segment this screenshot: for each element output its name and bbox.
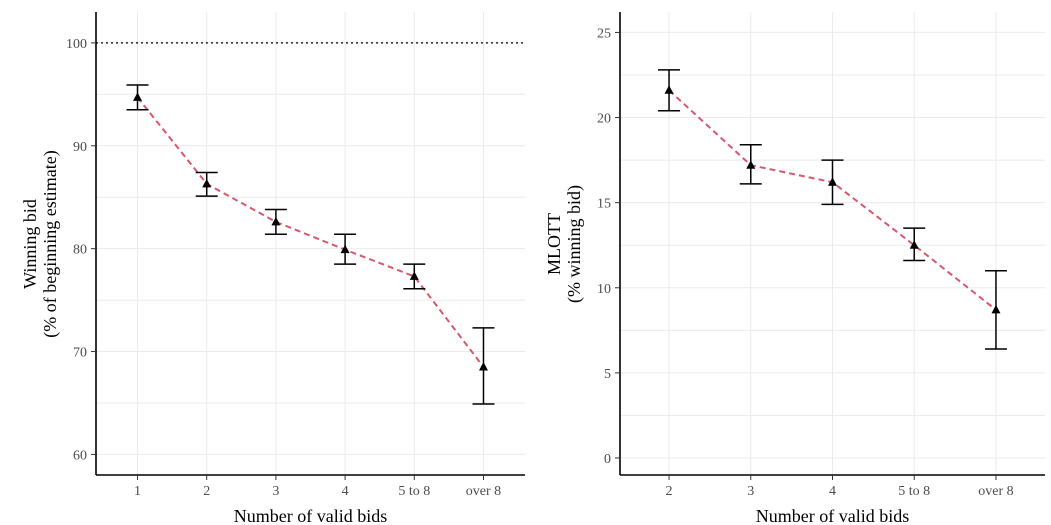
- point-marker: [202, 178, 212, 188]
- y-tick-label: 100: [66, 37, 87, 52]
- y-tick-label: 10: [597, 282, 611, 297]
- point-marker: [746, 160, 756, 169]
- y-tick-label: 5: [604, 367, 611, 382]
- x-tick-label: 5 to 8: [898, 484, 930, 499]
- y-axis-subtitle: (% of beginning estimate): [40, 150, 61, 337]
- y-axis-title: MLOTT: [544, 213, 564, 275]
- x-tick-label: 2: [666, 484, 673, 499]
- right-panel-mlott: 0 5 10 15 20 25 2 3 4 5 to 8 over 8 Number of valid…: [544, 12, 1045, 525]
- x-axis-title: Number of valid bids: [234, 506, 387, 525]
- x-tick-label: over 8: [466, 484, 501, 499]
- x-tick-label: over 8: [978, 484, 1013, 499]
- point-marker: [664, 85, 674, 94]
- x-axis-title: Number of valid bids: [756, 506, 909, 525]
- y-axis-subtitle: (% winning bid): [564, 185, 585, 303]
- x-tick-label: 2: [203, 484, 210, 499]
- x-tick-label: 1: [134, 484, 141, 499]
- y-tick-label: 25: [597, 26, 611, 41]
- point-marker: [340, 244, 350, 254]
- point-marker: [271, 216, 281, 226]
- point-marker: [991, 304, 1001, 314]
- y-tick-label: 15: [597, 197, 611, 212]
- x-tick-label: 4: [829, 484, 836, 499]
- point-marker: [478, 361, 488, 371]
- y-tick-label: 80: [73, 243, 87, 258]
- point-marker: [133, 92, 143, 101]
- point-marker: [909, 240, 919, 249]
- x-tick-label: 3: [272, 484, 279, 499]
- point-marker: [828, 177, 837, 186]
- x-tick-label: 3: [747, 484, 754, 499]
- y-tick-label: 0: [604, 452, 611, 467]
- y-tick-label: 20: [597, 112, 611, 127]
- trend-line: [136, 96, 485, 368]
- point-marker: [409, 271, 419, 280]
- left-panel-winning-bid: 60 70 80 90 100 1 2 3 4 5 to 8 over 8 Number of val…: [20, 12, 525, 525]
- y-tick-label: 60: [73, 448, 87, 463]
- x-tick-label: 4: [342, 484, 349, 499]
- y-tick-label: 70: [73, 346, 87, 361]
- x-tick-label: 5 to 8: [398, 484, 430, 499]
- y-tick-label: 90: [73, 140, 87, 155]
- y-axis-title: Winning bid: [20, 199, 40, 289]
